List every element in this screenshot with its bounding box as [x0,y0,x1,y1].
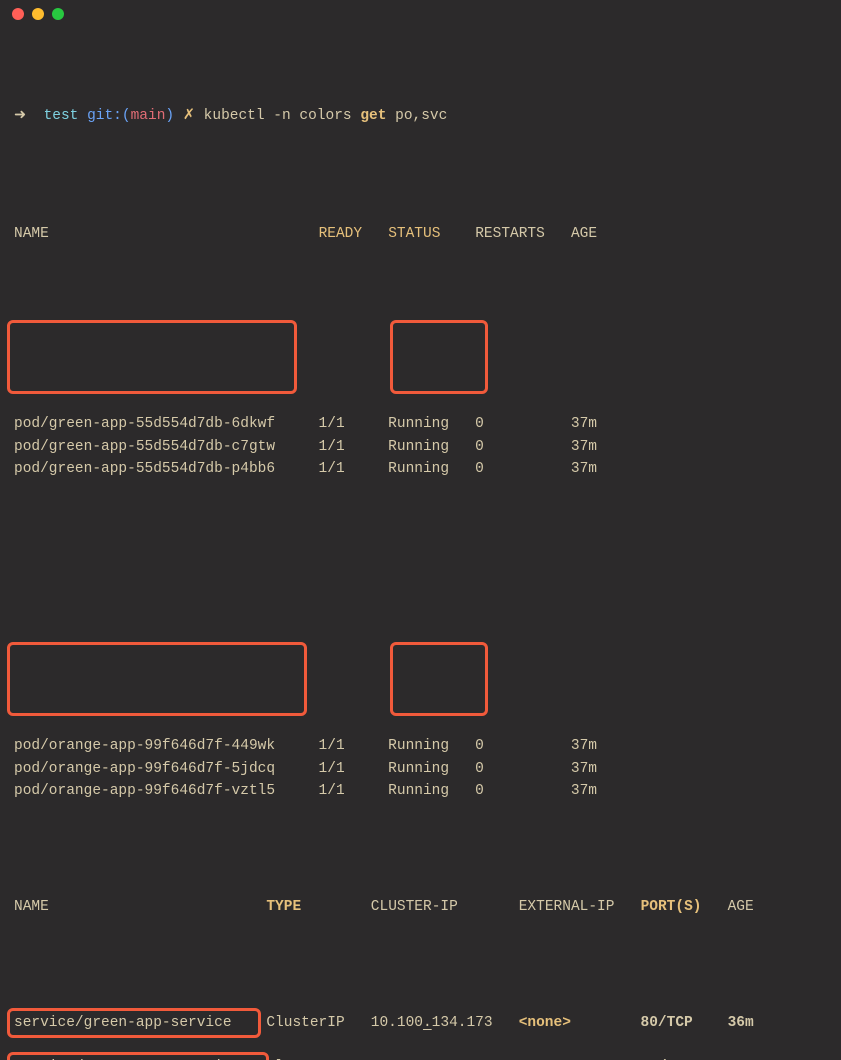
svc-h-name: NAME [14,899,49,915]
git-branch: main [131,108,166,124]
pods-group-green: pod/green-app-55d554d7db-6dkwf 1/1 Runni… [14,323,827,480]
table-row: pod/orange-app-99f646d7f-vztl5 1/1 Runni… [14,780,827,802]
command-bold: get [360,108,386,124]
dirty-indicator-icon: ✗ [183,108,195,124]
table-row: service/orange-app-service ClusterIP 10.… [14,1056,827,1060]
svc-h-ports: PORT(S) [641,899,702,915]
svc-header: NAME TYPE CLUSTER-IP EXTERNAL-IP PORT(S)… [14,896,827,918]
command-post: po,svc [386,108,447,124]
pods-h-name: NAME [14,226,49,242]
pods-group-orange: pod/orange-app-99f646d7f-449wk 1/1 Runni… [14,645,827,802]
prompt-dir: test [44,108,79,124]
service-row: service/orange-app-service ClusterIP 10.… [14,1056,827,1060]
table-row: pod/green-app-55d554d7db-p4bb6 1/1 Runni… [14,458,827,480]
highlight-box [7,642,307,716]
highlight-box [390,642,488,716]
close-icon[interactable] [12,8,24,20]
svc-h-externalip: EXTERNAL-IP [519,899,615,915]
table-row: service/green-app-service ClusterIP 10.1… [14,1012,827,1034]
pods-h-age: AGE [571,226,597,242]
pods-h-restarts: RESTARTS [475,226,545,242]
table-row: pod/green-app-55d554d7db-6dkwf 1/1 Runni… [14,413,827,435]
highlight-box [7,320,297,394]
table-row: pod/green-app-55d554d7db-c7gtw 1/1 Runni… [14,436,827,458]
prompt-arrow: ➜ [14,108,26,124]
pods-h-status: STATUS [388,226,440,242]
table-row: pod/orange-app-99f646d7f-449wk 1/1 Runni… [14,735,827,757]
pods-h-ready: READY [319,226,363,242]
zoom-icon[interactable] [52,8,64,20]
terminal-viewport[interactable]: ➜ test git:(main) ✗ kubectl -n colors ge… [0,28,841,1060]
git-close: ) [165,108,174,124]
prompt-line: ➜ test git:(main) ✗ kubectl -n colors ge… [14,105,827,127]
table-row: pod/orange-app-99f646d7f-5jdcq 1/1 Runni… [14,758,827,780]
highlight-box [390,320,488,394]
pods-header: NAME READY STATUS RESTARTS AGE [14,223,827,245]
minimize-icon[interactable] [32,8,44,20]
git-label: git:( [87,108,131,124]
svc-h-age: AGE [728,899,754,915]
service-row: service/green-app-service ClusterIP 10.1… [14,1012,827,1034]
window-titlebar [0,0,841,28]
svc-h-clusterip: CLUSTER-IP [371,899,458,915]
command-pre: kubectl -n colors [204,108,361,124]
svc-h-type: TYPE [266,899,301,915]
